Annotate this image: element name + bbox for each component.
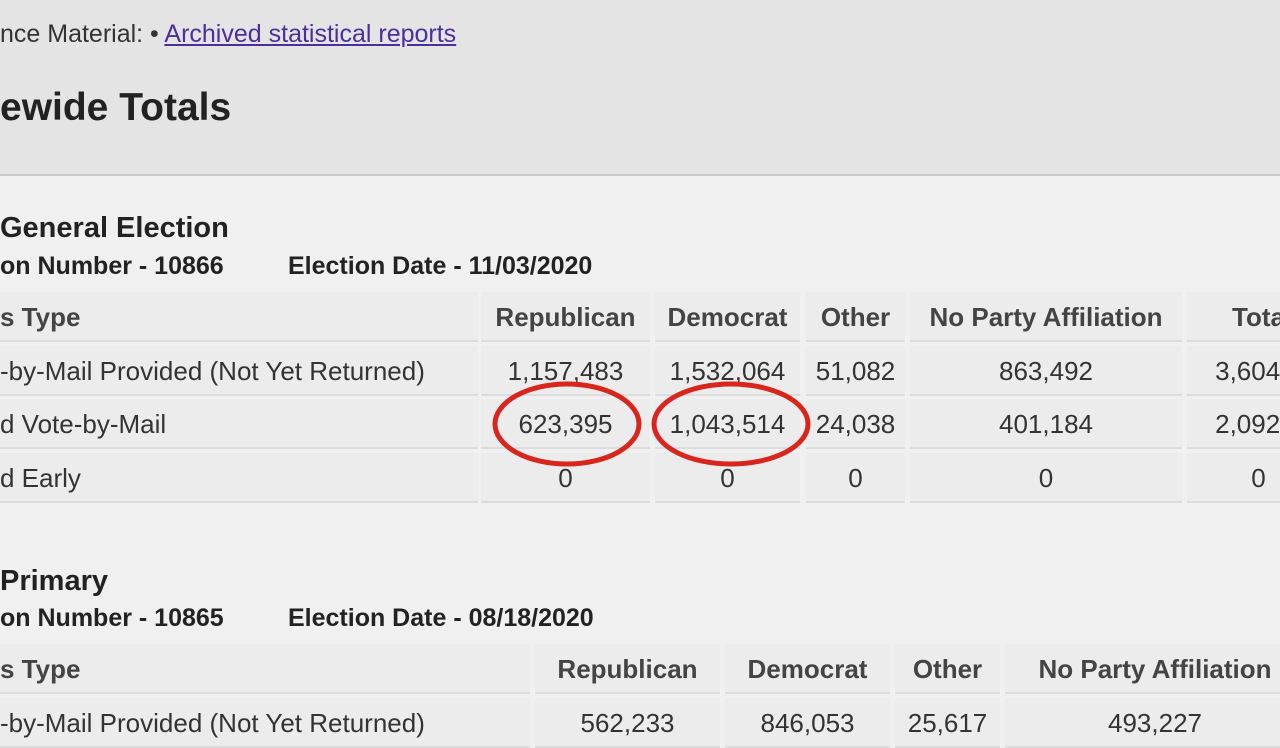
table-cell: 1,043,514 [655, 399, 800, 449]
archive-link[interactable]: Archived statistical reports [164, 20, 457, 48]
table-cell: 846,053 [725, 697, 890, 748]
column-header: Republican [481, 292, 650, 342]
column-header: Other [806, 292, 905, 342]
table-cell: 2,092,1 [1187, 399, 1280, 449]
column-header: Tota [1187, 292, 1280, 342]
table-cell: -by-Mail Provided (Not Yet Returned) [0, 345, 478, 396]
table-cell: 0 [655, 452, 800, 503]
table-cell: 0 [910, 452, 1182, 503]
page-title: ewide Totals [0, 86, 232, 129]
table-cell: 863,492 [910, 345, 1182, 396]
table-cell: d Vote-by-Mail [0, 399, 478, 449]
table-cell: 623,395 [481, 399, 650, 449]
column-header: Other [895, 644, 1000, 694]
table-cell: 1,157,483 [481, 345, 650, 396]
election-title: General Election [0, 212, 229, 244]
table-cell: 51,082 [806, 345, 905, 396]
table-cell: -by-Mail Provided (Not Yet Returned) [0, 697, 530, 748]
table-cell: 0 [1187, 452, 1280, 503]
election-date: Election Date - 08/18/2020 [288, 604, 594, 632]
election-number: on Number - 10866 [0, 252, 224, 280]
column-header: Democrat [655, 292, 800, 342]
table-cell: 1,532,064 [655, 345, 800, 396]
election-title: Primary [0, 565, 109, 597]
table-cell: 0 [481, 452, 650, 503]
table-cell: 493,227 [1005, 697, 1280, 748]
election-date: Election Date - 11/03/2020 [288, 252, 593, 280]
table-cell: 401,184 [910, 399, 1182, 449]
column-header: No Party Affiliation [910, 292, 1182, 342]
column-header: Republican [535, 644, 720, 694]
table-cell: 0 [806, 452, 905, 503]
table-cell: d Early [0, 452, 478, 503]
breadcrumb-label: nce Material: • [0, 20, 159, 48]
table-cell: 3,604,1 [1187, 345, 1280, 396]
column-header: Democrat [725, 644, 890, 694]
page-header: nce Material: • Archived statistical rep… [0, 0, 1280, 176]
column-header: s Type [0, 292, 478, 342]
table-cell: 25,617 [895, 697, 1000, 748]
breadcrumb: nce Material: • Archived statistical rep… [0, 20, 456, 49]
election-number: on Number - 10865 [0, 604, 224, 632]
column-header: s Type [0, 644, 530, 694]
table-cell: 24,038 [806, 399, 905, 449]
column-header: No Party Affiliation [1005, 644, 1280, 694]
table-cell: 562,233 [535, 697, 720, 748]
